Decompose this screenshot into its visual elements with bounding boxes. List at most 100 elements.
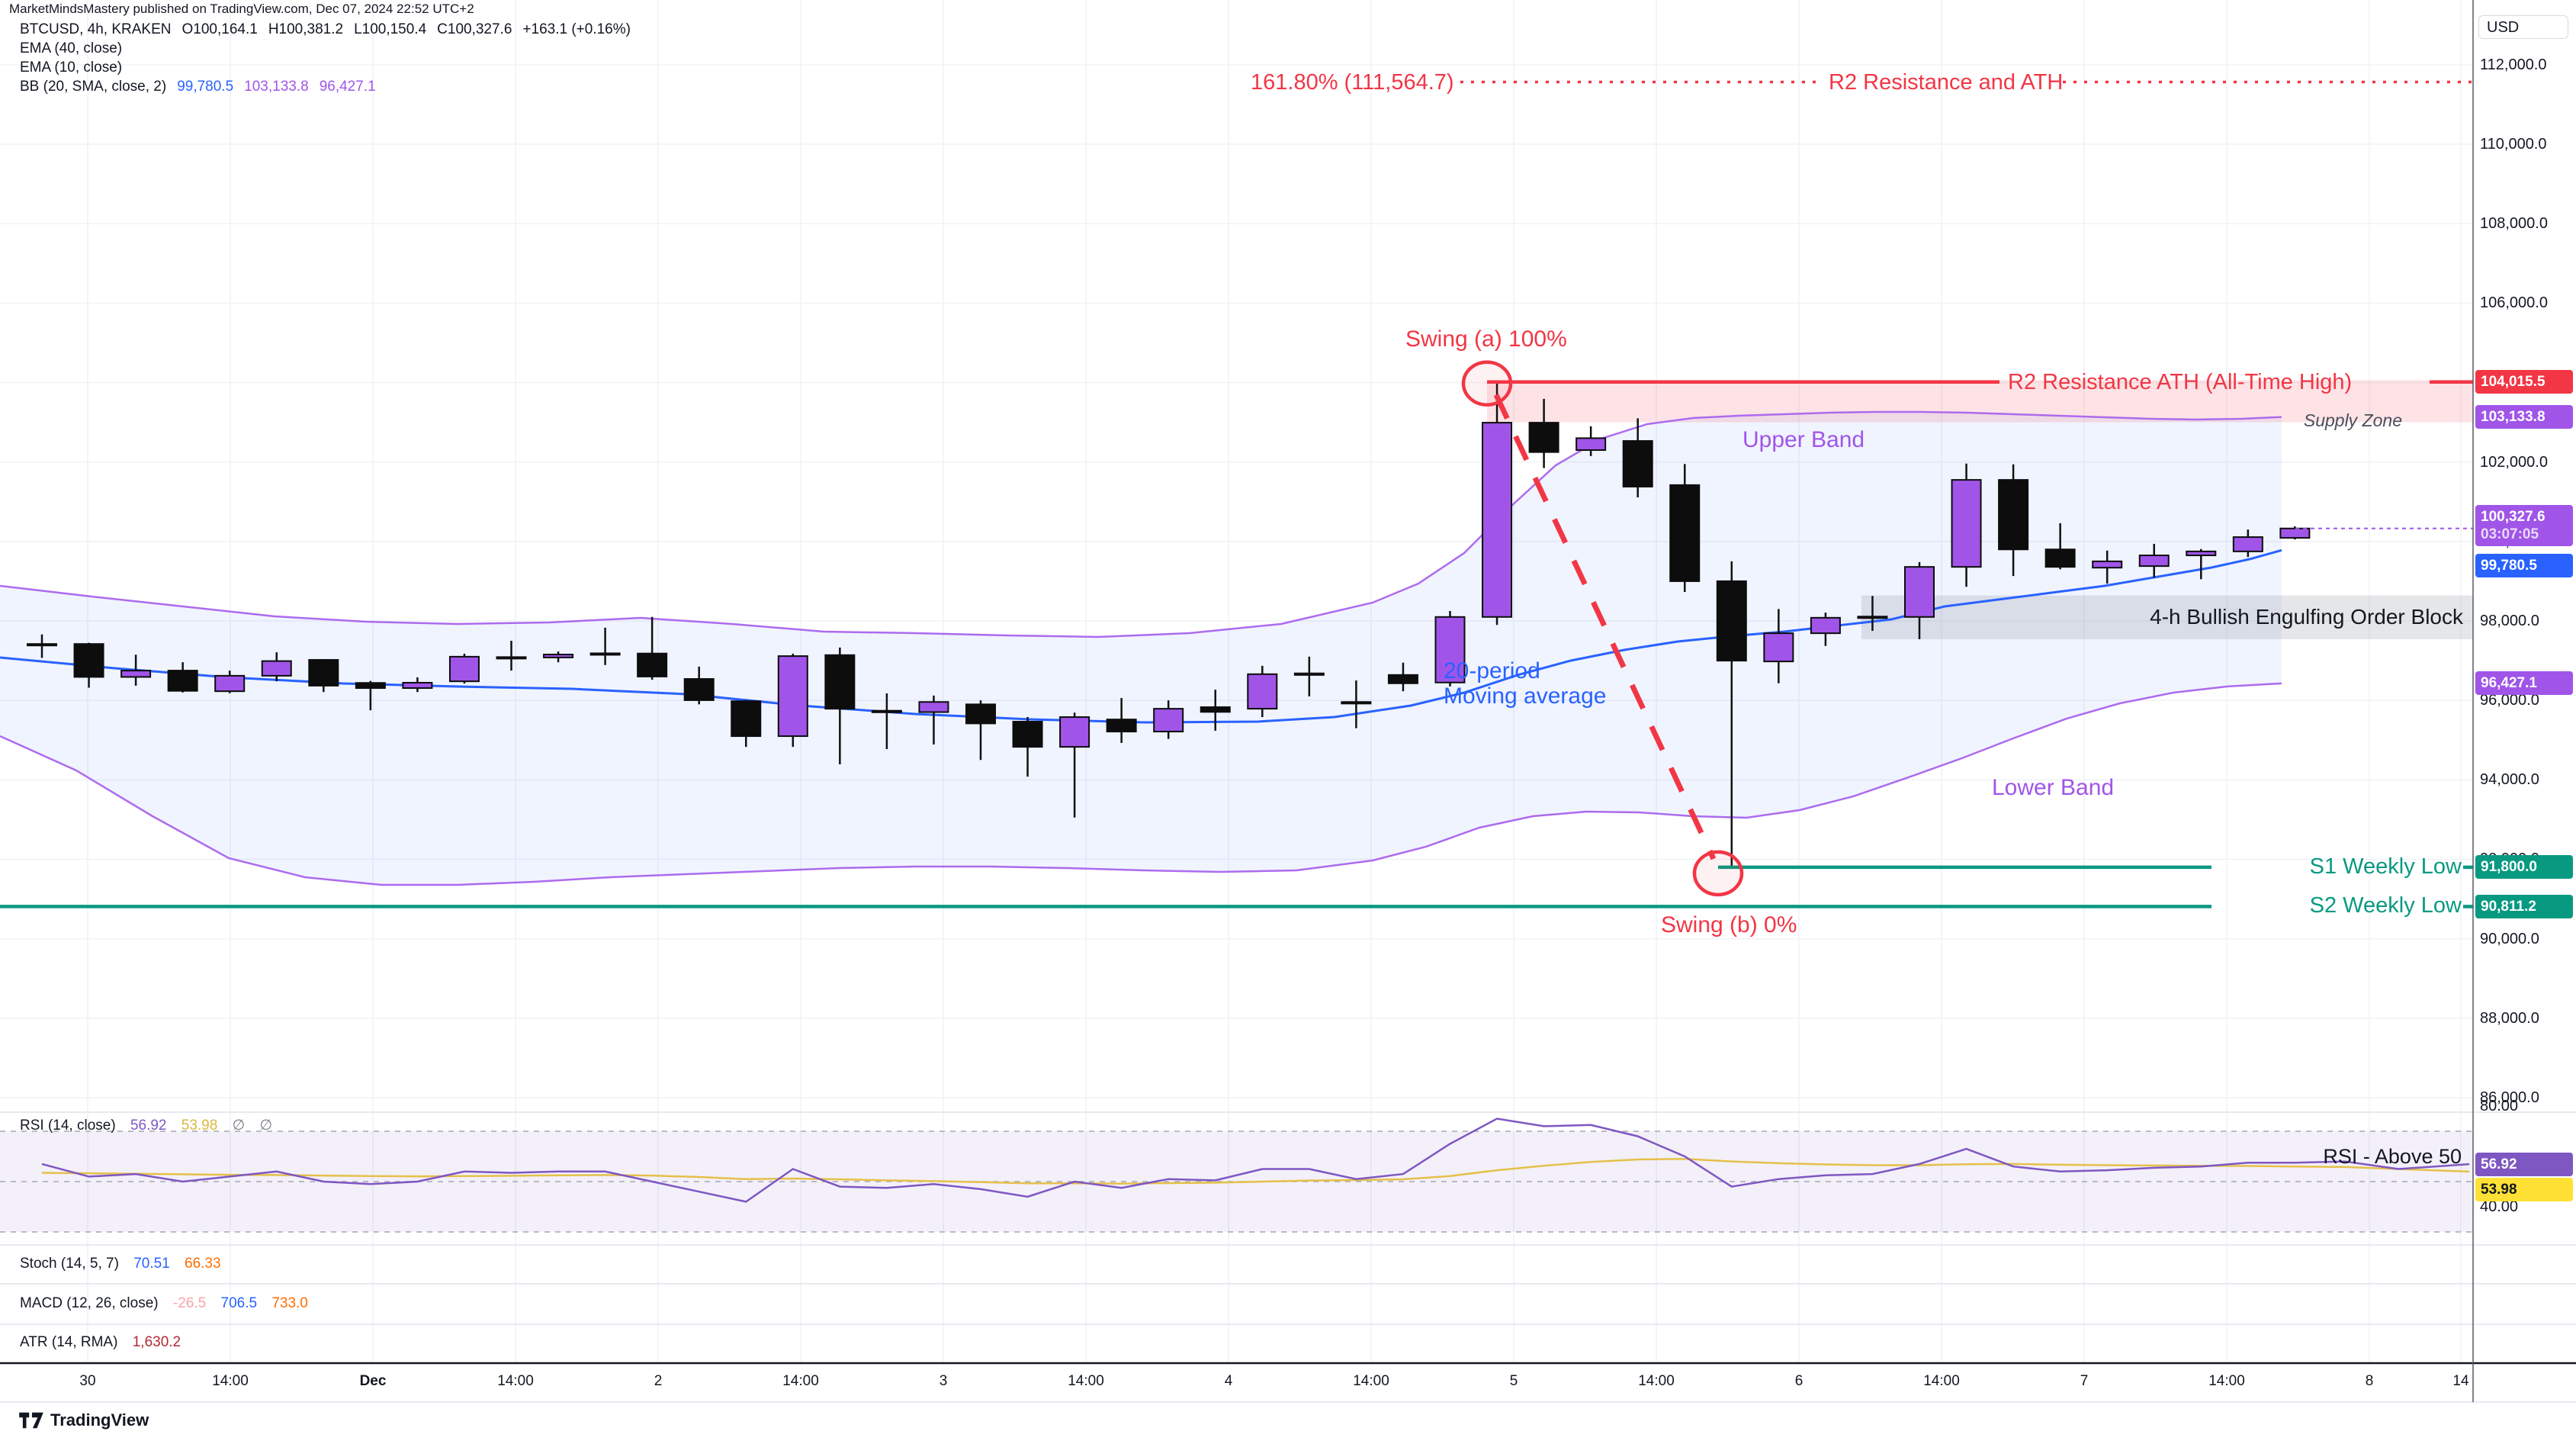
candle-body[interactable] xyxy=(1482,422,1513,618)
rsi-legend[interactable]: RSI (14, close) 56.92 53.98 ∅ ∅ xyxy=(20,1118,272,1134)
time-tick: 5 xyxy=(1509,1373,1518,1389)
swing-a-label[interactable]: Swing (a) 100% xyxy=(1405,326,1567,352)
candle-body[interactable] xyxy=(1763,632,1794,663)
r2-ath-label[interactable]: R2 Resistance ATH (All-Time High) xyxy=(2008,370,2353,394)
fib-161-label[interactable]: 161.80% (111,564.7) xyxy=(1251,70,1454,95)
tradingview-logo-icon xyxy=(19,1412,43,1429)
candle-body[interactable] xyxy=(2279,527,2311,539)
publisher-watermark: MarketMindsMastery published on TradingV… xyxy=(9,2,474,16)
price-label-badge: 91,800.0 xyxy=(2475,855,2573,880)
candle-body[interactable] xyxy=(1293,672,1325,676)
candle-body[interactable] xyxy=(1622,440,1653,487)
candle-body[interactable] xyxy=(965,703,996,725)
candle-body[interactable] xyxy=(448,655,480,683)
price-label-badge: 99,780.5 xyxy=(2475,553,2573,577)
candle-body[interactable] xyxy=(1387,674,1418,684)
candle-body[interactable] xyxy=(1059,716,1090,748)
candle-body[interactable] xyxy=(308,659,339,687)
rsi-tick: 80.00 xyxy=(2480,1098,2519,1114)
candle-body[interactable] xyxy=(637,652,668,677)
price-tick: 88,000.0 xyxy=(2480,1009,2539,1027)
ema40-legend[interactable]: EMA (40, close) xyxy=(20,40,123,56)
candle-body[interactable] xyxy=(2138,555,2170,568)
candle-body[interactable] xyxy=(261,660,292,677)
candle-body[interactable] xyxy=(683,678,715,701)
candle-body[interactable] xyxy=(871,709,902,713)
lower-band-label: Lower Band xyxy=(1992,775,2115,800)
candle-body[interactable] xyxy=(824,654,856,710)
candle-body[interactable] xyxy=(167,670,198,692)
s1-weekly-low-label[interactable]: S1 Weekly Low xyxy=(2309,854,2462,879)
r2-resistance-ath-dotted-label[interactable]: R2 Resistance and ATH xyxy=(1829,70,2064,95)
candle-body[interactable] xyxy=(543,654,574,658)
candle-body[interactable] xyxy=(1575,437,1607,452)
candle-body[interactable] xyxy=(2186,550,2217,557)
bb-legend[interactable]: BB (20, SMA, close, 2) 99,780.5 103,133.8 9… xyxy=(20,77,652,96)
atr-legend[interactable]: ATR (14, RMA) 1,630.2 xyxy=(20,1334,181,1350)
candle-body[interactable] xyxy=(1857,616,1888,619)
ohlc-value: +163.1 (+0.16%) xyxy=(522,21,631,37)
candle-body[interactable] xyxy=(496,656,527,660)
price-tick: 94,000.0 xyxy=(2480,771,2539,789)
swing-b-label[interactable]: Swing (b) 0% xyxy=(1661,912,1797,937)
time-tick: 14:00 xyxy=(2208,1373,2245,1389)
candle-body[interactable] xyxy=(1810,616,1841,635)
order-block-label: 4-h Bullish Engulfing Order Block xyxy=(2150,605,2463,629)
candle-body[interactable] xyxy=(1951,479,1982,568)
time-tick: 3 xyxy=(939,1373,948,1389)
ohlc-value: C100,327.6 xyxy=(437,21,512,37)
price-label-badge: 100,327.6 03:07:05 xyxy=(2475,504,2573,546)
ema10-legend[interactable]: EMA (10, close) xyxy=(20,59,123,76)
price-tick: 96,000.0 xyxy=(2480,692,2539,709)
symbol-row[interactable]: BTCUSD, 4h, KRAKEN O100,164.1 H100,381.2 L1… xyxy=(20,20,652,39)
stoch-legend[interactable]: Stoch (14, 5, 7) 70.51 66.33 xyxy=(20,1256,221,1272)
candle-body[interactable] xyxy=(1669,484,1701,582)
price-tick: 106,000.0 xyxy=(2480,294,2548,312)
candle-body[interactable] xyxy=(1341,701,1372,705)
candle-body[interactable] xyxy=(1153,708,1184,733)
supply-zone[interactable] xyxy=(1487,380,2473,423)
candle-body[interactable] xyxy=(1106,719,1137,733)
candle-body[interactable] xyxy=(355,682,386,690)
candle-body[interactable] xyxy=(1528,422,1559,453)
swing-a-circle[interactable] xyxy=(1461,360,1513,407)
bb-value: 103,133.8 xyxy=(244,79,309,95)
bb-lower-line xyxy=(0,682,2282,886)
candle-body[interactable] xyxy=(2044,548,2076,568)
order-block-zone[interactable] xyxy=(1861,595,2473,639)
candle-body[interactable] xyxy=(1716,580,1747,662)
candle-body[interactable] xyxy=(1012,721,1043,748)
s2-weekly-low-label[interactable]: S2 Weekly Low xyxy=(2309,893,2462,918)
time-tick: 14:00 xyxy=(212,1373,249,1389)
currency-toggle-button[interactable]: USD xyxy=(2478,15,2568,39)
candle-body[interactable] xyxy=(1904,566,1935,618)
candle-body[interactable] xyxy=(1998,479,2029,551)
candle-body[interactable] xyxy=(1200,706,1231,713)
rsi-value: 56.92 xyxy=(130,1118,167,1134)
price-tick: 86,000.0 xyxy=(2480,1089,2539,1106)
tradingview-logo[interactable]: TradingView xyxy=(18,1410,149,1430)
bb-value: 96,427.1 xyxy=(319,79,376,95)
candle-body[interactable] xyxy=(2092,560,2123,569)
candle-body[interactable] xyxy=(73,643,104,678)
candle-body[interactable] xyxy=(27,643,57,647)
swing-trendline xyxy=(1493,394,1717,860)
candle-body[interactable] xyxy=(402,681,433,690)
price-tick: 108,000.0 xyxy=(2480,215,2548,233)
ohlc-value: L100,150.4 xyxy=(354,21,427,37)
candle-body[interactable] xyxy=(589,652,621,656)
candle-body[interactable] xyxy=(731,700,762,738)
swing-b-circle[interactable] xyxy=(1692,850,1744,897)
macd-legend[interactable]: MACD (12, 26, close) -26.5 706.5 733.0 xyxy=(20,1295,308,1311)
candle-body[interactable] xyxy=(918,701,949,713)
candle-body[interactable] xyxy=(777,655,808,738)
time-tick: 7 xyxy=(2080,1373,2089,1389)
price-label-badge: 96,427.1 xyxy=(2475,671,2573,696)
time-tick: 14:00 xyxy=(1638,1373,1675,1389)
candle-body[interactable] xyxy=(1434,616,1466,683)
candle-body[interactable] xyxy=(1247,673,1278,710)
candle-body[interactable] xyxy=(214,674,246,693)
candle-body[interactable] xyxy=(120,670,152,678)
candle-body[interactable] xyxy=(2232,536,2263,552)
